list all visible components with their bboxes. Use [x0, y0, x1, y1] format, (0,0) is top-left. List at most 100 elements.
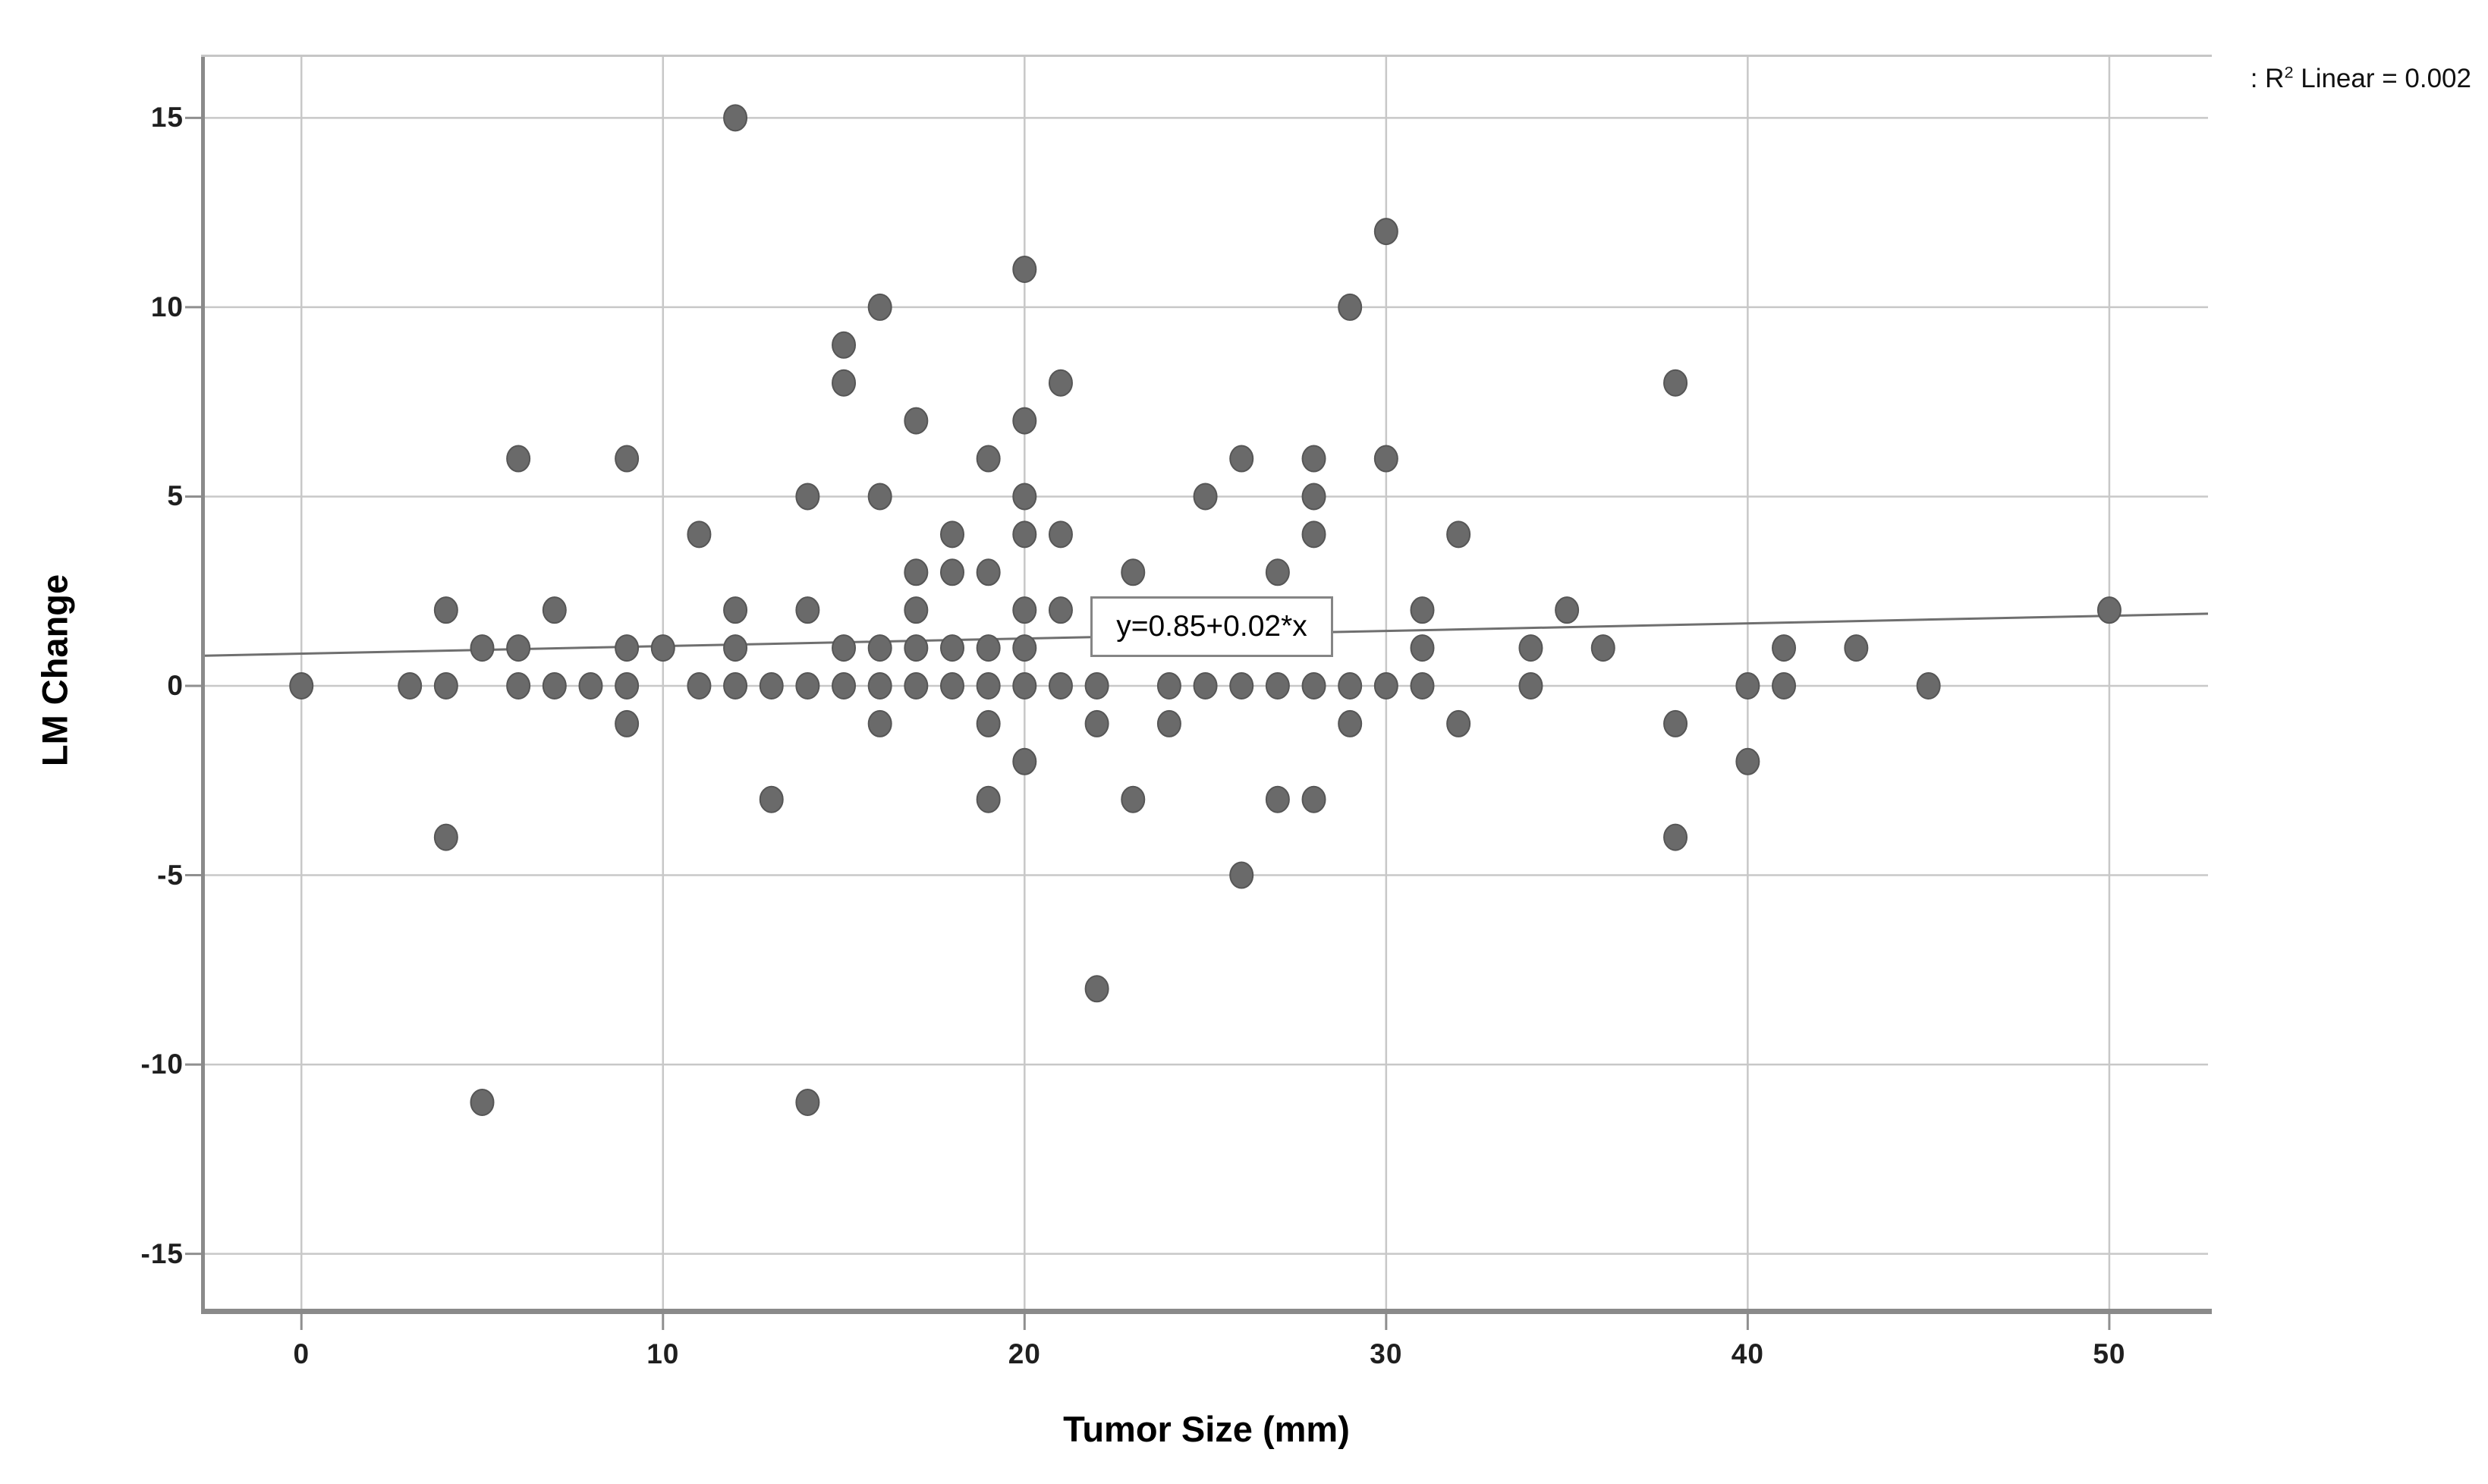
data-point: [1012, 671, 1037, 700]
data-point: [795, 671, 820, 700]
data-point: [1555, 596, 1580, 624]
data-point: [759, 785, 784, 813]
r2-suffix: Linear = 0.002: [2293, 64, 2471, 93]
data-point: [939, 634, 964, 662]
data-point: [1156, 709, 1181, 737]
data-point: [1338, 671, 1363, 700]
data-point: [506, 445, 531, 473]
data-point: [1229, 671, 1254, 700]
data-point: [723, 104, 748, 132]
data-point: [939, 520, 964, 549]
data-point: [1012, 520, 1037, 549]
y-tick-label: 10: [150, 291, 184, 322]
x-tick-label: 20: [1008, 1338, 1041, 1369]
data-point: [1301, 785, 1326, 813]
data-point: [1229, 861, 1254, 889]
data-point: [615, 445, 640, 473]
data-point: [433, 671, 458, 700]
data-point: [1446, 520, 1471, 549]
data-point: [398, 671, 423, 700]
data-point: [1518, 671, 1543, 700]
data-point: [867, 671, 892, 700]
y-tick-label: -10: [140, 1049, 184, 1080]
data-point: [1121, 785, 1146, 813]
x-tick-label: 40: [1731, 1338, 1764, 1369]
data-point: [723, 634, 748, 662]
y-tick-label: 5: [167, 480, 184, 512]
data-point: [615, 671, 640, 700]
data-point: [904, 407, 929, 435]
data-point: [1663, 369, 1688, 397]
data-point: [506, 634, 531, 662]
data-point: [867, 293, 892, 321]
data-point: [904, 596, 929, 624]
data-point: [1772, 634, 1797, 662]
data-point: [1156, 671, 1181, 700]
data-point: [1410, 671, 1435, 700]
data-point: [433, 596, 458, 624]
data-point: [470, 634, 495, 662]
data-point: [1772, 671, 1797, 700]
data-point: [1048, 671, 1073, 700]
data-point: [867, 709, 892, 737]
data-point: [832, 671, 857, 700]
data-point: [615, 709, 640, 737]
data-point: [1410, 596, 1435, 624]
y-tick-label: 0: [167, 669, 184, 701]
data-point: [1012, 407, 1037, 435]
data-point: [1301, 483, 1326, 511]
data-point: [1663, 709, 1688, 737]
data-point: [1410, 634, 1435, 662]
data-point: [832, 331, 857, 359]
data-point: [1229, 445, 1254, 473]
data-point: [506, 671, 531, 700]
data-point: [1048, 369, 1073, 397]
x-tick-label: 0: [293, 1338, 310, 1369]
data-point: [832, 369, 857, 397]
r2-prefix: : R: [2250, 64, 2285, 93]
x-tick-label: 30: [1370, 1338, 1403, 1369]
x-tick-label: 10: [646, 1338, 680, 1369]
data-point: [976, 634, 1001, 662]
data-point: [1301, 445, 1326, 473]
data-point: [542, 671, 567, 700]
data-point: [1084, 671, 1109, 700]
r2-superscript: 2: [2284, 62, 2294, 82]
data-point: [1844, 634, 1869, 662]
data-point: [615, 634, 640, 662]
data-point: [976, 709, 1001, 737]
data-point: [795, 483, 820, 511]
data-point: [1301, 520, 1326, 549]
data-point: [1373, 218, 1398, 246]
data-point: [904, 558, 929, 586]
y-tick-label: -5: [157, 859, 184, 891]
data-point: [1048, 520, 1073, 549]
data-point: [687, 671, 712, 700]
data-point: [1265, 558, 1290, 586]
data-point: [1338, 293, 1363, 321]
data-point: [1084, 975, 1109, 1003]
data-point: [1916, 671, 1941, 700]
data-point: [795, 596, 820, 624]
data-point: [1012, 634, 1037, 662]
data-point: [723, 671, 748, 700]
data-point: [1193, 671, 1218, 700]
data-point: [2096, 596, 2122, 624]
data-point: [1048, 596, 1073, 624]
data-point: [832, 634, 857, 662]
data-point: [470, 1088, 495, 1116]
data-point: [1012, 596, 1037, 624]
data-point: [1373, 445, 1398, 473]
data-point: [939, 671, 964, 700]
data-point: [904, 634, 929, 662]
data-point: [1590, 634, 1615, 662]
data-point: [1301, 671, 1326, 700]
data-point: [723, 596, 748, 624]
data-point: [1265, 785, 1290, 813]
data-point: [687, 520, 712, 549]
data-point: [867, 483, 892, 511]
y-tick-label: -15: [140, 1237, 184, 1269]
data-point: [1446, 709, 1471, 737]
